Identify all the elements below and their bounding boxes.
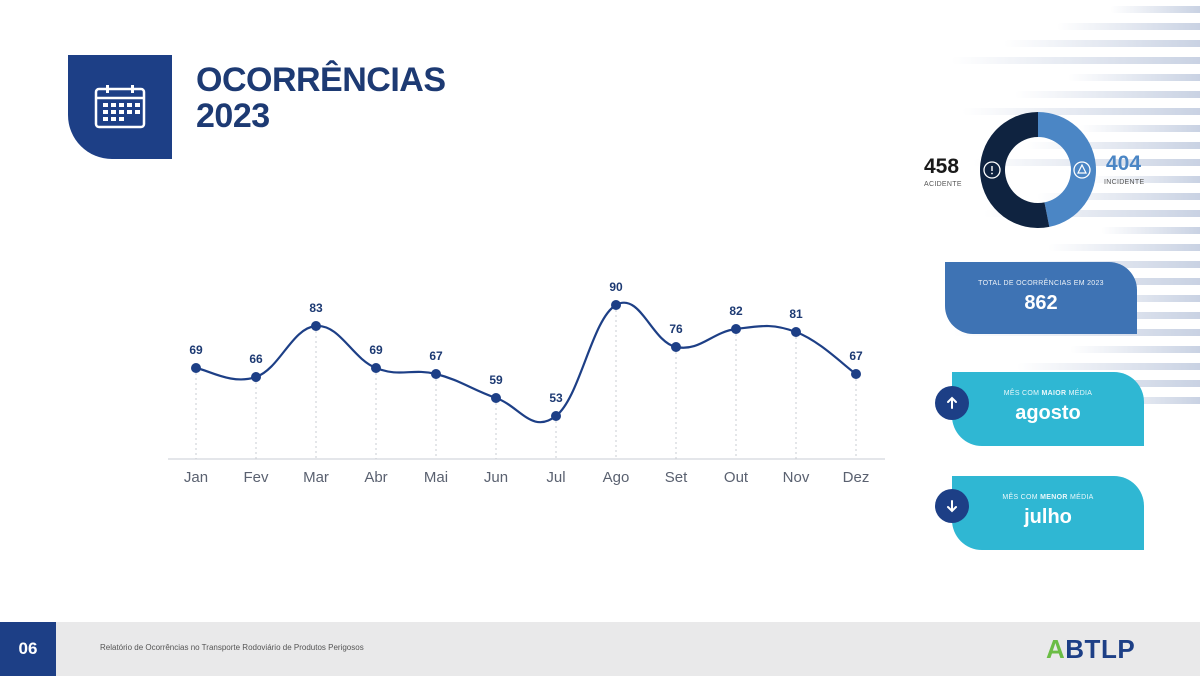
page-number: 06	[0, 622, 56, 676]
data-point	[371, 363, 381, 373]
arrow-up-icon	[935, 386, 969, 420]
abtlp-logo: ABTLP	[1046, 634, 1136, 664]
acidentes-value: 458	[924, 155, 960, 178]
stripe	[1037, 193, 1200, 200]
data-label: 76	[669, 322, 683, 336]
data-label: 67	[429, 349, 443, 363]
data-label: 90	[609, 280, 623, 294]
x-tick-label: Jan	[184, 469, 208, 486]
data-point	[431, 369, 441, 379]
data-label: 59	[489, 373, 503, 387]
x-tick-label: Dez	[843, 469, 870, 486]
min-month-card: MÊS COM MENOR MÉDIA julho	[952, 476, 1144, 550]
stripe	[1004, 40, 1200, 47]
footer-bar: 06 Relatório de Ocorrências no Transport…	[0, 622, 1200, 676]
acidentes-incidentes-donut	[980, 112, 1096, 228]
stripe	[1070, 346, 1200, 353]
x-tick-label: Ago	[603, 469, 630, 486]
data-label: 69	[369, 343, 383, 357]
calendar-badge	[68, 55, 172, 159]
stripe	[984, 210, 1200, 217]
min-month-label: MÊS COM MENOR MÉDIA	[1002, 494, 1094, 501]
incidentes-label: INCIDENTE	[1104, 179, 1145, 186]
data-label: 81	[789, 307, 803, 321]
x-tick-label: Mai	[424, 469, 448, 486]
arrow-down-icon	[935, 489, 969, 523]
total-label: TOTAL DE OCORRÊNCIAS EM 2023	[978, 280, 1104, 287]
data-point	[851, 369, 861, 379]
acidentes-slice	[980, 112, 1050, 228]
x-tick-label: Set	[665, 469, 688, 486]
x-tick-label: Mar	[303, 469, 329, 486]
data-point	[611, 300, 621, 310]
x-tick-label: Nov	[783, 469, 810, 486]
alert-icon	[983, 161, 1001, 179]
data-label: 66	[249, 352, 263, 366]
stripe	[1101, 227, 1200, 234]
stripe	[1079, 125, 1200, 132]
data-label: 69	[189, 343, 203, 357]
title-line-1: OCORRÊNCIAS	[196, 61, 446, 99]
max-month-card: MÊS COM MAIOR MÉDIA agosto	[952, 372, 1144, 446]
min-month-value: julho	[1024, 506, 1072, 528]
max-month-value: agosto	[1015, 402, 1081, 424]
stripe	[1110, 6, 1200, 13]
stripe	[1068, 74, 1200, 81]
x-tick-label: Jun	[484, 469, 508, 486]
incident-icon	[1073, 161, 1091, 179]
footer-text: Relatório de Ocorrências no Transporte R…	[100, 643, 364, 652]
data-point	[491, 393, 501, 403]
data-point	[731, 324, 741, 334]
stripe	[962, 108, 1200, 115]
stripe	[1026, 142, 1200, 149]
data-point	[311, 321, 321, 331]
x-tick-label: Fev	[243, 469, 269, 486]
monthly-line-chart: 69 Jan 66 Fev 83 Mar 69 Abr 67 Mai 59 Jun 53 Jul 90 Ago…	[168, 280, 885, 486]
stripe	[1048, 244, 1200, 251]
data-label: 82	[729, 304, 743, 318]
total-value: 862	[1024, 292, 1058, 314]
stripe	[951, 57, 1200, 64]
incidentes-slice	[1038, 112, 1096, 227]
x-tick-label: Jul	[546, 469, 565, 486]
data-point	[191, 363, 201, 373]
calendar-icon	[94, 85, 146, 129]
max-month-label: MÊS COM MAIOR MÉDIA	[1003, 390, 1093, 397]
stripe	[1017, 363, 1200, 370]
data-point	[791, 327, 801, 337]
series-line	[195, 301, 857, 424]
data-label: 67	[849, 349, 863, 363]
acidentes-label: ACIDENTE	[924, 181, 962, 188]
x-tick-label: Abr	[364, 469, 387, 486]
stripe	[1090, 176, 1200, 183]
data-point	[251, 372, 261, 382]
total-card: TOTAL DE OCORRÊNCIAS EM 2023 862	[945, 262, 1137, 334]
stripe	[1057, 23, 1200, 30]
data-point	[551, 411, 561, 421]
title-line-2: 2023	[196, 97, 270, 135]
data-label: 83	[309, 301, 323, 315]
stripe	[1015, 91, 1200, 98]
incidentes-value: 404	[1106, 152, 1142, 175]
data-point	[671, 342, 681, 352]
page-title: OCORRÊNCIAS 2023	[196, 62, 446, 134]
data-label: 53	[549, 391, 563, 405]
x-tick-label: Out	[724, 469, 749, 486]
